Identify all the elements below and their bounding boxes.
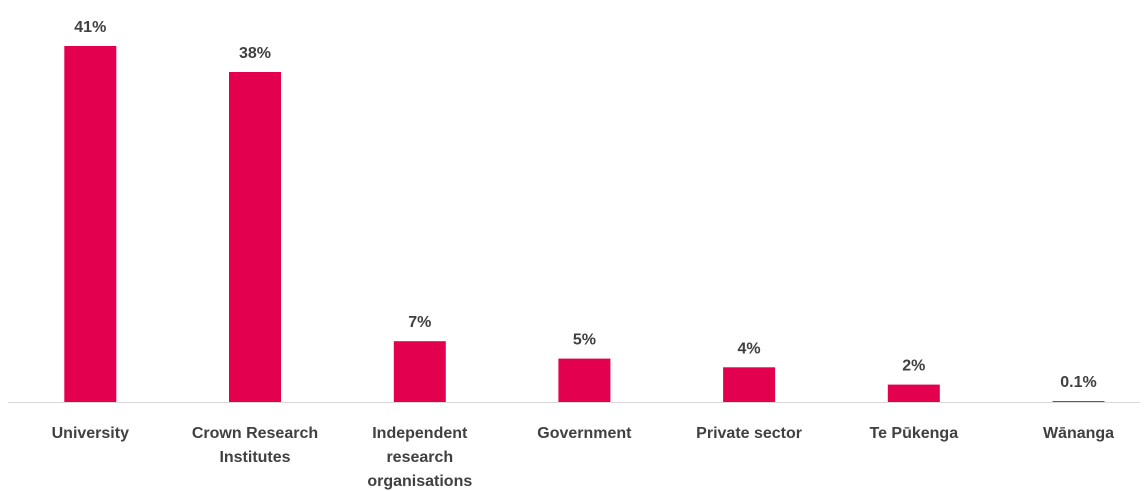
category-label-1: Crown Research Institutes xyxy=(192,425,318,466)
category-label-line: Institutes xyxy=(219,449,290,466)
category-label-4: Private sector xyxy=(696,425,802,442)
data-label-2: 7% xyxy=(408,314,431,331)
data-label-3: 5% xyxy=(573,332,596,349)
bar-0 xyxy=(64,46,117,402)
category-label-line: Wānanga xyxy=(1043,425,1114,442)
category-labels-layer: University Crown Research Institutes Indepe… xyxy=(52,425,1115,490)
category-label-line: University xyxy=(52,425,129,442)
bar-5 xyxy=(887,384,940,402)
category-label-2: Independent research organisations xyxy=(367,425,472,490)
category-label-3: Government xyxy=(537,425,632,442)
category-label-0: University xyxy=(52,425,129,442)
data-label-0: 41% xyxy=(74,19,106,36)
data-labels-layer: 41% 38% 7% 5% 4% 2% 0.1% xyxy=(74,19,1096,391)
category-label-line: organisations xyxy=(367,473,472,490)
category-label-6: Wānanga xyxy=(1043,425,1114,442)
category-label-line: Independent xyxy=(372,425,468,442)
data-label-4: 4% xyxy=(738,340,761,357)
category-label-line: Te Pūkenga xyxy=(869,425,958,442)
category-label-line: Private sector xyxy=(696,425,802,442)
category-label-line: Crown Research xyxy=(192,425,318,442)
data-label-6: 0.1% xyxy=(1060,374,1096,391)
data-label-1: 38% xyxy=(239,45,271,62)
bar-6 xyxy=(1052,401,1105,402)
bar-4 xyxy=(723,367,776,402)
category-label-line: Government xyxy=(537,425,632,442)
category-label-line: research xyxy=(386,449,453,466)
bar-1 xyxy=(229,72,281,402)
bars-layer xyxy=(64,46,1105,402)
bar-2 xyxy=(393,341,446,402)
data-label-5: 2% xyxy=(902,358,925,375)
category-label-5: Te Pūkenga xyxy=(869,425,958,442)
bar-3 xyxy=(558,358,611,402)
